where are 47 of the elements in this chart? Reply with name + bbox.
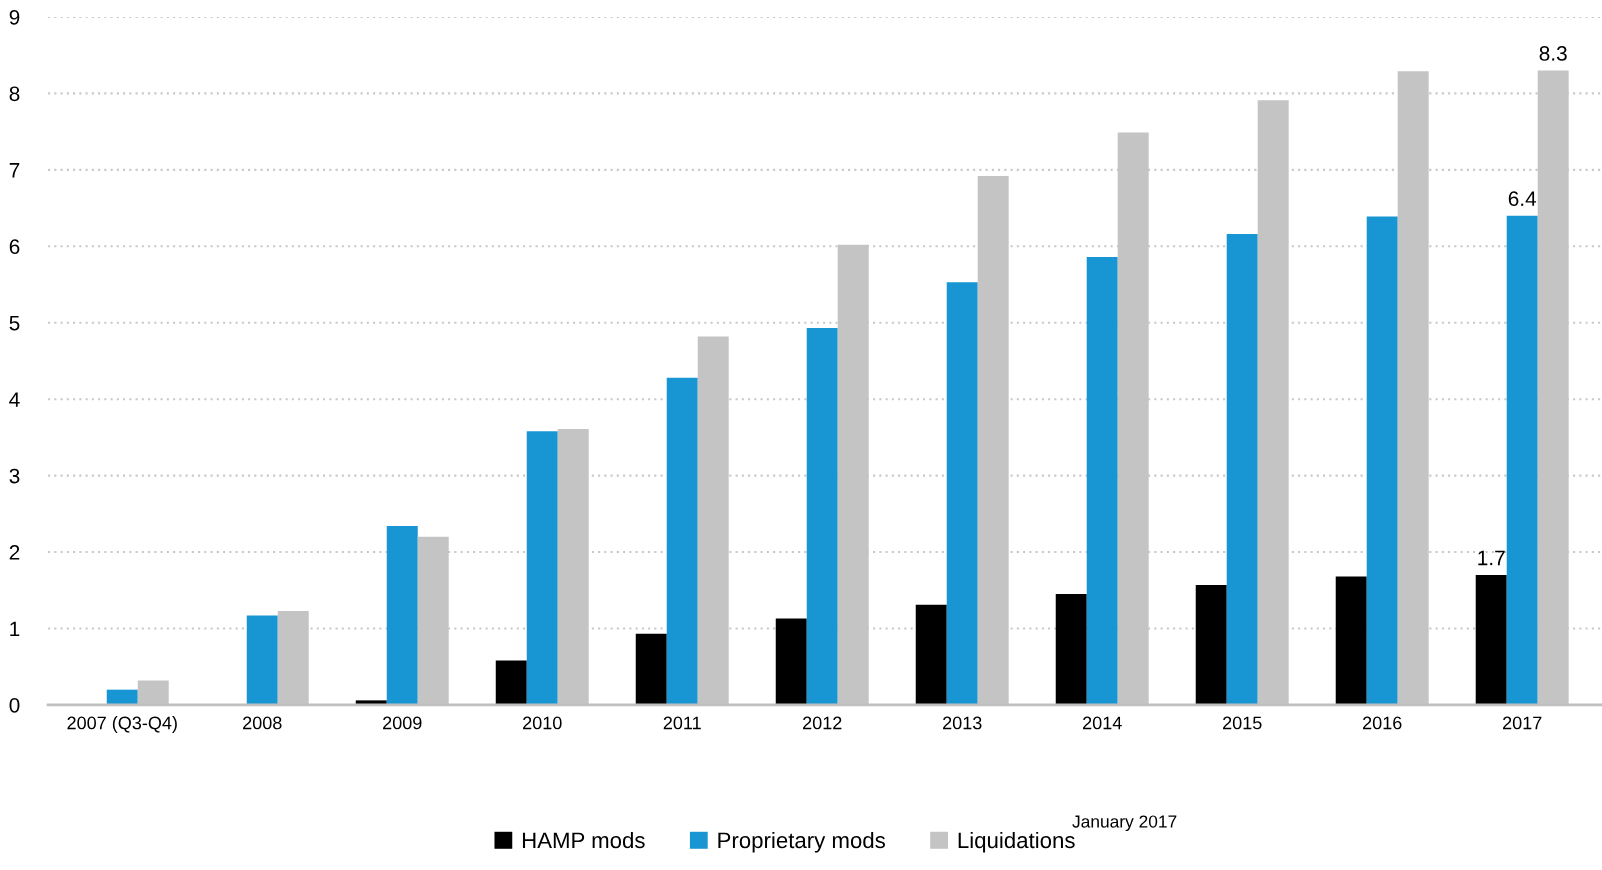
legend-label: Proprietary mods xyxy=(718,831,885,853)
y-tick-label: 2 xyxy=(9,545,20,560)
y-tick-label: 4 xyxy=(9,392,20,407)
bar xyxy=(1335,576,1367,705)
data-label: 8.3 xyxy=(1539,46,1567,61)
bar xyxy=(635,633,667,705)
x-tick-label: 2008 xyxy=(243,716,282,730)
y-tick-label: 1 xyxy=(10,621,20,637)
text: January 2017 xyxy=(1072,815,1177,832)
bar xyxy=(1086,257,1118,705)
y-tick-label: 5 xyxy=(9,315,20,331)
bar xyxy=(246,615,278,705)
y-tick-label: 0 xyxy=(9,697,20,713)
legend-label: HAMP mods xyxy=(522,831,645,849)
bar xyxy=(1055,594,1087,705)
bar xyxy=(946,282,978,705)
bar xyxy=(526,431,558,705)
bar xyxy=(106,689,138,705)
x-tick-label: 2010 xyxy=(523,716,562,730)
legend-label: Liquidations xyxy=(958,831,1075,853)
x-tick-label: 2012 xyxy=(803,716,842,730)
data-label: 1.7 xyxy=(1478,550,1505,566)
bar xyxy=(1195,584,1227,705)
bar xyxy=(1475,575,1507,705)
x-tick-label: 2009 xyxy=(383,716,422,730)
bar xyxy=(495,660,527,705)
y-tick-label: 7 xyxy=(9,163,20,178)
bar xyxy=(806,328,838,705)
y-tick-label: 8 xyxy=(9,86,20,102)
bar xyxy=(666,377,698,705)
data-label: 6.4 xyxy=(1508,191,1537,207)
x-tick-label: 2016 xyxy=(1363,716,1402,730)
y-tick-label: 3 xyxy=(9,468,20,484)
y-tick-label: 6 xyxy=(9,239,20,255)
x-tick-label: 2013 xyxy=(943,716,982,730)
x-tick-label: 2014 xyxy=(1083,716,1122,730)
bar xyxy=(386,526,418,705)
bar xyxy=(1506,215,1538,705)
x-tick-label: 2011 xyxy=(663,716,701,730)
bar xyxy=(775,618,807,705)
x-tick-label: 2015 xyxy=(1223,716,1262,730)
bar xyxy=(915,604,947,705)
bar xyxy=(1366,216,1398,705)
y-tick-label: 9 xyxy=(9,9,20,25)
x-tick-label: 2017 xyxy=(1503,716,1542,730)
bar xyxy=(1226,234,1258,705)
x-tick-label: 2007 (Q3-Q4) xyxy=(67,716,177,733)
